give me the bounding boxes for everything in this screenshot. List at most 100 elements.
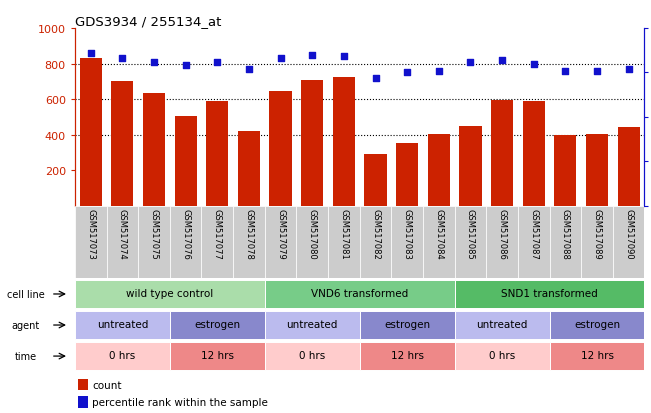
Bar	[523, 102, 545, 206]
Text: GSM517075: GSM517075	[150, 209, 158, 259]
Text: 12 hrs: 12 hrs	[391, 351, 424, 361]
Point	[117, 56, 128, 62]
Bar	[454, 280, 644, 309]
Text: GSM517077: GSM517077	[213, 209, 222, 259]
Text: GDS3934 / 255134_at: GDS3934 / 255134_at	[75, 15, 221, 28]
Bar	[454, 206, 486, 279]
Point	[497, 57, 507, 64]
Bar	[618, 128, 640, 206]
Point	[339, 54, 349, 61]
Bar	[170, 206, 201, 279]
Bar	[296, 206, 328, 279]
Bar	[359, 342, 454, 370]
Point	[149, 59, 159, 66]
Bar	[581, 206, 613, 279]
Bar	[549, 206, 581, 279]
Text: VND6 transformed: VND6 transformed	[311, 289, 408, 299]
Bar	[77, 379, 88, 391]
Text: untreated: untreated	[96, 320, 148, 330]
Bar	[423, 206, 454, 279]
Bar	[454, 342, 549, 370]
Bar	[396, 143, 418, 206]
Text: untreated: untreated	[286, 320, 338, 330]
Bar	[359, 311, 454, 339]
Text: 12 hrs: 12 hrs	[201, 351, 234, 361]
Bar	[233, 206, 265, 279]
Bar	[75, 342, 170, 370]
Bar	[486, 206, 518, 279]
Bar	[586, 135, 608, 206]
Text: wild type control: wild type control	[126, 289, 214, 299]
Text: GSM517081: GSM517081	[339, 209, 348, 259]
Text: untreated: untreated	[477, 320, 528, 330]
Bar	[554, 135, 576, 206]
Text: GSM517076: GSM517076	[181, 209, 190, 259]
Text: GSM517090: GSM517090	[624, 209, 633, 259]
Text: SND1 transformed: SND1 transformed	[501, 289, 598, 299]
Point	[307, 52, 318, 59]
Bar	[549, 342, 644, 370]
Text: GSM517074: GSM517074	[118, 209, 127, 259]
Bar	[107, 206, 138, 279]
Bar	[238, 132, 260, 206]
Bar	[265, 342, 359, 370]
Text: GSM517080: GSM517080	[308, 209, 316, 259]
Text: estrogen: estrogen	[194, 320, 240, 330]
Point	[370, 75, 381, 82]
Text: estrogen: estrogen	[384, 320, 430, 330]
Point	[212, 59, 223, 66]
Text: GSM517089: GSM517089	[592, 209, 602, 259]
Bar	[201, 206, 233, 279]
Point	[529, 61, 539, 68]
Bar	[143, 94, 165, 206]
Point	[624, 66, 634, 73]
Bar	[77, 396, 88, 408]
Text: GSM517078: GSM517078	[244, 209, 253, 259]
Text: GSM517083: GSM517083	[403, 209, 411, 259]
Bar	[265, 280, 454, 309]
Bar	[174, 117, 197, 206]
Point	[465, 59, 476, 66]
Text: 0 hrs: 0 hrs	[299, 351, 326, 361]
Text: 12 hrs: 12 hrs	[581, 351, 613, 361]
Bar	[549, 311, 644, 339]
Bar	[170, 342, 265, 370]
Text: percentile rank within the sample: percentile rank within the sample	[92, 397, 268, 407]
Bar	[613, 206, 644, 279]
Bar	[206, 102, 229, 206]
Bar	[75, 206, 107, 279]
Bar	[454, 311, 549, 339]
Point	[180, 63, 191, 69]
Bar	[265, 311, 359, 339]
Bar	[518, 206, 549, 279]
Text: agent: agent	[11, 320, 40, 330]
Text: GSM517079: GSM517079	[276, 209, 285, 259]
Bar	[359, 206, 391, 279]
Bar	[75, 280, 265, 309]
Point	[402, 70, 412, 77]
Text: 0 hrs: 0 hrs	[489, 351, 515, 361]
Text: time: time	[14, 351, 36, 361]
Text: GSM517088: GSM517088	[561, 209, 570, 259]
Point	[560, 68, 570, 75]
Bar	[138, 206, 170, 279]
Text: GSM517082: GSM517082	[371, 209, 380, 259]
Point	[275, 56, 286, 62]
Bar	[79, 59, 102, 206]
Text: GSM517086: GSM517086	[497, 209, 506, 259]
Text: estrogen: estrogen	[574, 320, 620, 330]
Bar	[170, 311, 265, 339]
Text: GSM517087: GSM517087	[529, 209, 538, 259]
Bar	[270, 92, 292, 206]
Bar	[365, 155, 387, 206]
Point	[592, 68, 602, 75]
Bar	[265, 206, 296, 279]
Bar	[111, 82, 133, 206]
Text: 0 hrs: 0 hrs	[109, 351, 135, 361]
Bar	[428, 135, 450, 206]
Bar	[391, 206, 423, 279]
Bar	[491, 101, 513, 206]
Bar	[333, 78, 355, 206]
Bar	[75, 311, 170, 339]
Text: GSM517084: GSM517084	[434, 209, 443, 259]
